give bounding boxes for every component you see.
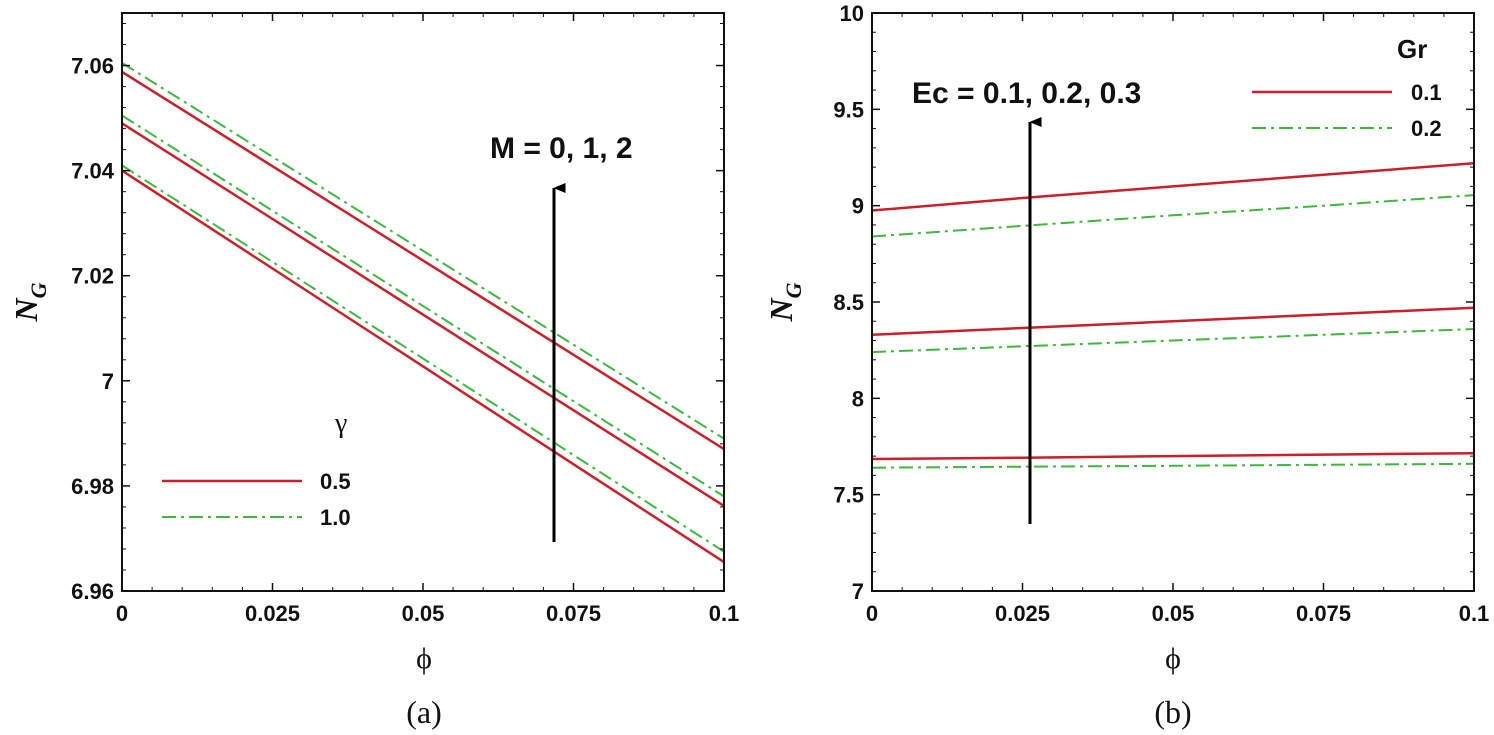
panel-a-xtick-label-4: 0.1 (709, 601, 740, 626)
panel-b-ytick-label-5: 9.5 (833, 97, 864, 122)
panel-a-ytick-label-5: 7.06 (71, 54, 114, 79)
panel-a-ylabel: NG (8, 282, 51, 322)
panel-a-ylabel-sub: G (26, 282, 51, 298)
panel-b-annotation: Ec = 0.1, 0.2, 0.3 (912, 77, 1141, 110)
panel-b-xlabel: ϕ (1165, 642, 1181, 675)
panel-b-xtick-label-1: 0.025 (995, 601, 1050, 626)
panel-a-caption: (a) (406, 694, 442, 730)
panel-b-caption: (b) (1154, 694, 1191, 730)
panel-b-ytick-label-0: 7 (852, 579, 864, 604)
panel-a-xtick-label-2: 0.05 (402, 601, 445, 626)
panel-b-series (871, 162, 1475, 469)
panel-b-series-1-line-1 (871, 328, 1475, 354)
panel-b-ylabel: NG (763, 282, 806, 322)
panel-b-ytick-label-2: 8 (852, 386, 864, 411)
panel-b-ticks: 0 0.025 0.05 0.075 0.1 7 7.5 8 8.5 9 9.5 10 (833, 1, 1489, 626)
panel-b-legend-label-1: 0.2 (1411, 116, 1442, 141)
panel-a-annotation: M = 0, 1, 2 (490, 132, 633, 165)
panel-b-legend-label-0: 0.1 (1411, 80, 1442, 105)
panel-b-ytick-label-4: 9 (852, 194, 864, 219)
panel-a-series-1-line-0 (121, 164, 725, 553)
panel-a-legend-title: γ (334, 408, 347, 439)
panel-b-series-1-line-0 (871, 462, 1475, 469)
panel-b-ytick-label-1: 7.5 (833, 483, 864, 508)
panel-b-series-0-line-2 (871, 162, 1475, 212)
panel-b-ylabel-sub: G (781, 282, 806, 298)
panel-a: 0 0.025 0.05 0.075 0.16.966.9877.027.047.06 … (8, 12, 739, 730)
panel-a-ylabel-main: N (8, 297, 44, 323)
panel-a-series-0-line-0 (121, 169, 725, 564)
panel-a-xtick-label-1: 0.025 (245, 601, 300, 626)
panel-a-ytick-label-3: 7.02 (71, 264, 114, 289)
panel-a-xtick-label-3: 0.075 (546, 601, 601, 626)
panel-a-legend-label-0: 0.5 (320, 469, 351, 494)
panel-a-series-0-line-1 (121, 122, 725, 507)
panel-b: 0 0.025 0.05 0.075 0.1 7 7.5 8 8.5 9 9.5 10 NG ϕ (b… (763, 1, 1489, 730)
panel-a-series (121, 62, 725, 564)
panel-b-xtick-label-0: 0 (866, 601, 878, 626)
panel-a-ytick-label-1: 6.98 (71, 474, 114, 499)
panel-b-ytick-label-3: 8.5 (833, 290, 864, 315)
panel-b-xtick-label-4: 0.1 (1459, 601, 1490, 626)
panel-a-xtick-label-0: 0 (116, 601, 128, 626)
panel-a-ytick-label-4: 7.04 (71, 159, 115, 184)
panel-b-series-1-line-2 (871, 194, 1475, 238)
panel-b-legend-title: Gr (1397, 34, 1427, 64)
panel-b-ytick-label-6: 10 (840, 1, 864, 26)
panel-a-ytick-label-0: 6.96 (71, 579, 114, 604)
panel-b-series-0-line-0 (871, 451, 1475, 461)
panel-b-xtick-label-2: 0.05 (1152, 601, 1195, 626)
panel-a-series-1-line-1 (121, 114, 725, 498)
panel-a-series-0-line-2 (121, 70, 725, 451)
panel-a-series-1-line-2 (121, 62, 725, 440)
panel-a-xlabel: ϕ (416, 642, 432, 675)
panel-b-series-0-line-1 (871, 306, 1475, 337)
panel-b-ylabel-main: N (763, 297, 799, 323)
panel-b-xtick-label-3: 0.075 (1296, 601, 1351, 626)
panel-a-ytick-label-2: 7 (102, 369, 114, 394)
panel-a-ticks: 0 0.025 0.05 0.075 0.1 6.96 6.98 7 7.02 7.04 7.06 (71, 13, 739, 626)
panel-a-legend-label-1: 1.0 (320, 505, 351, 530)
